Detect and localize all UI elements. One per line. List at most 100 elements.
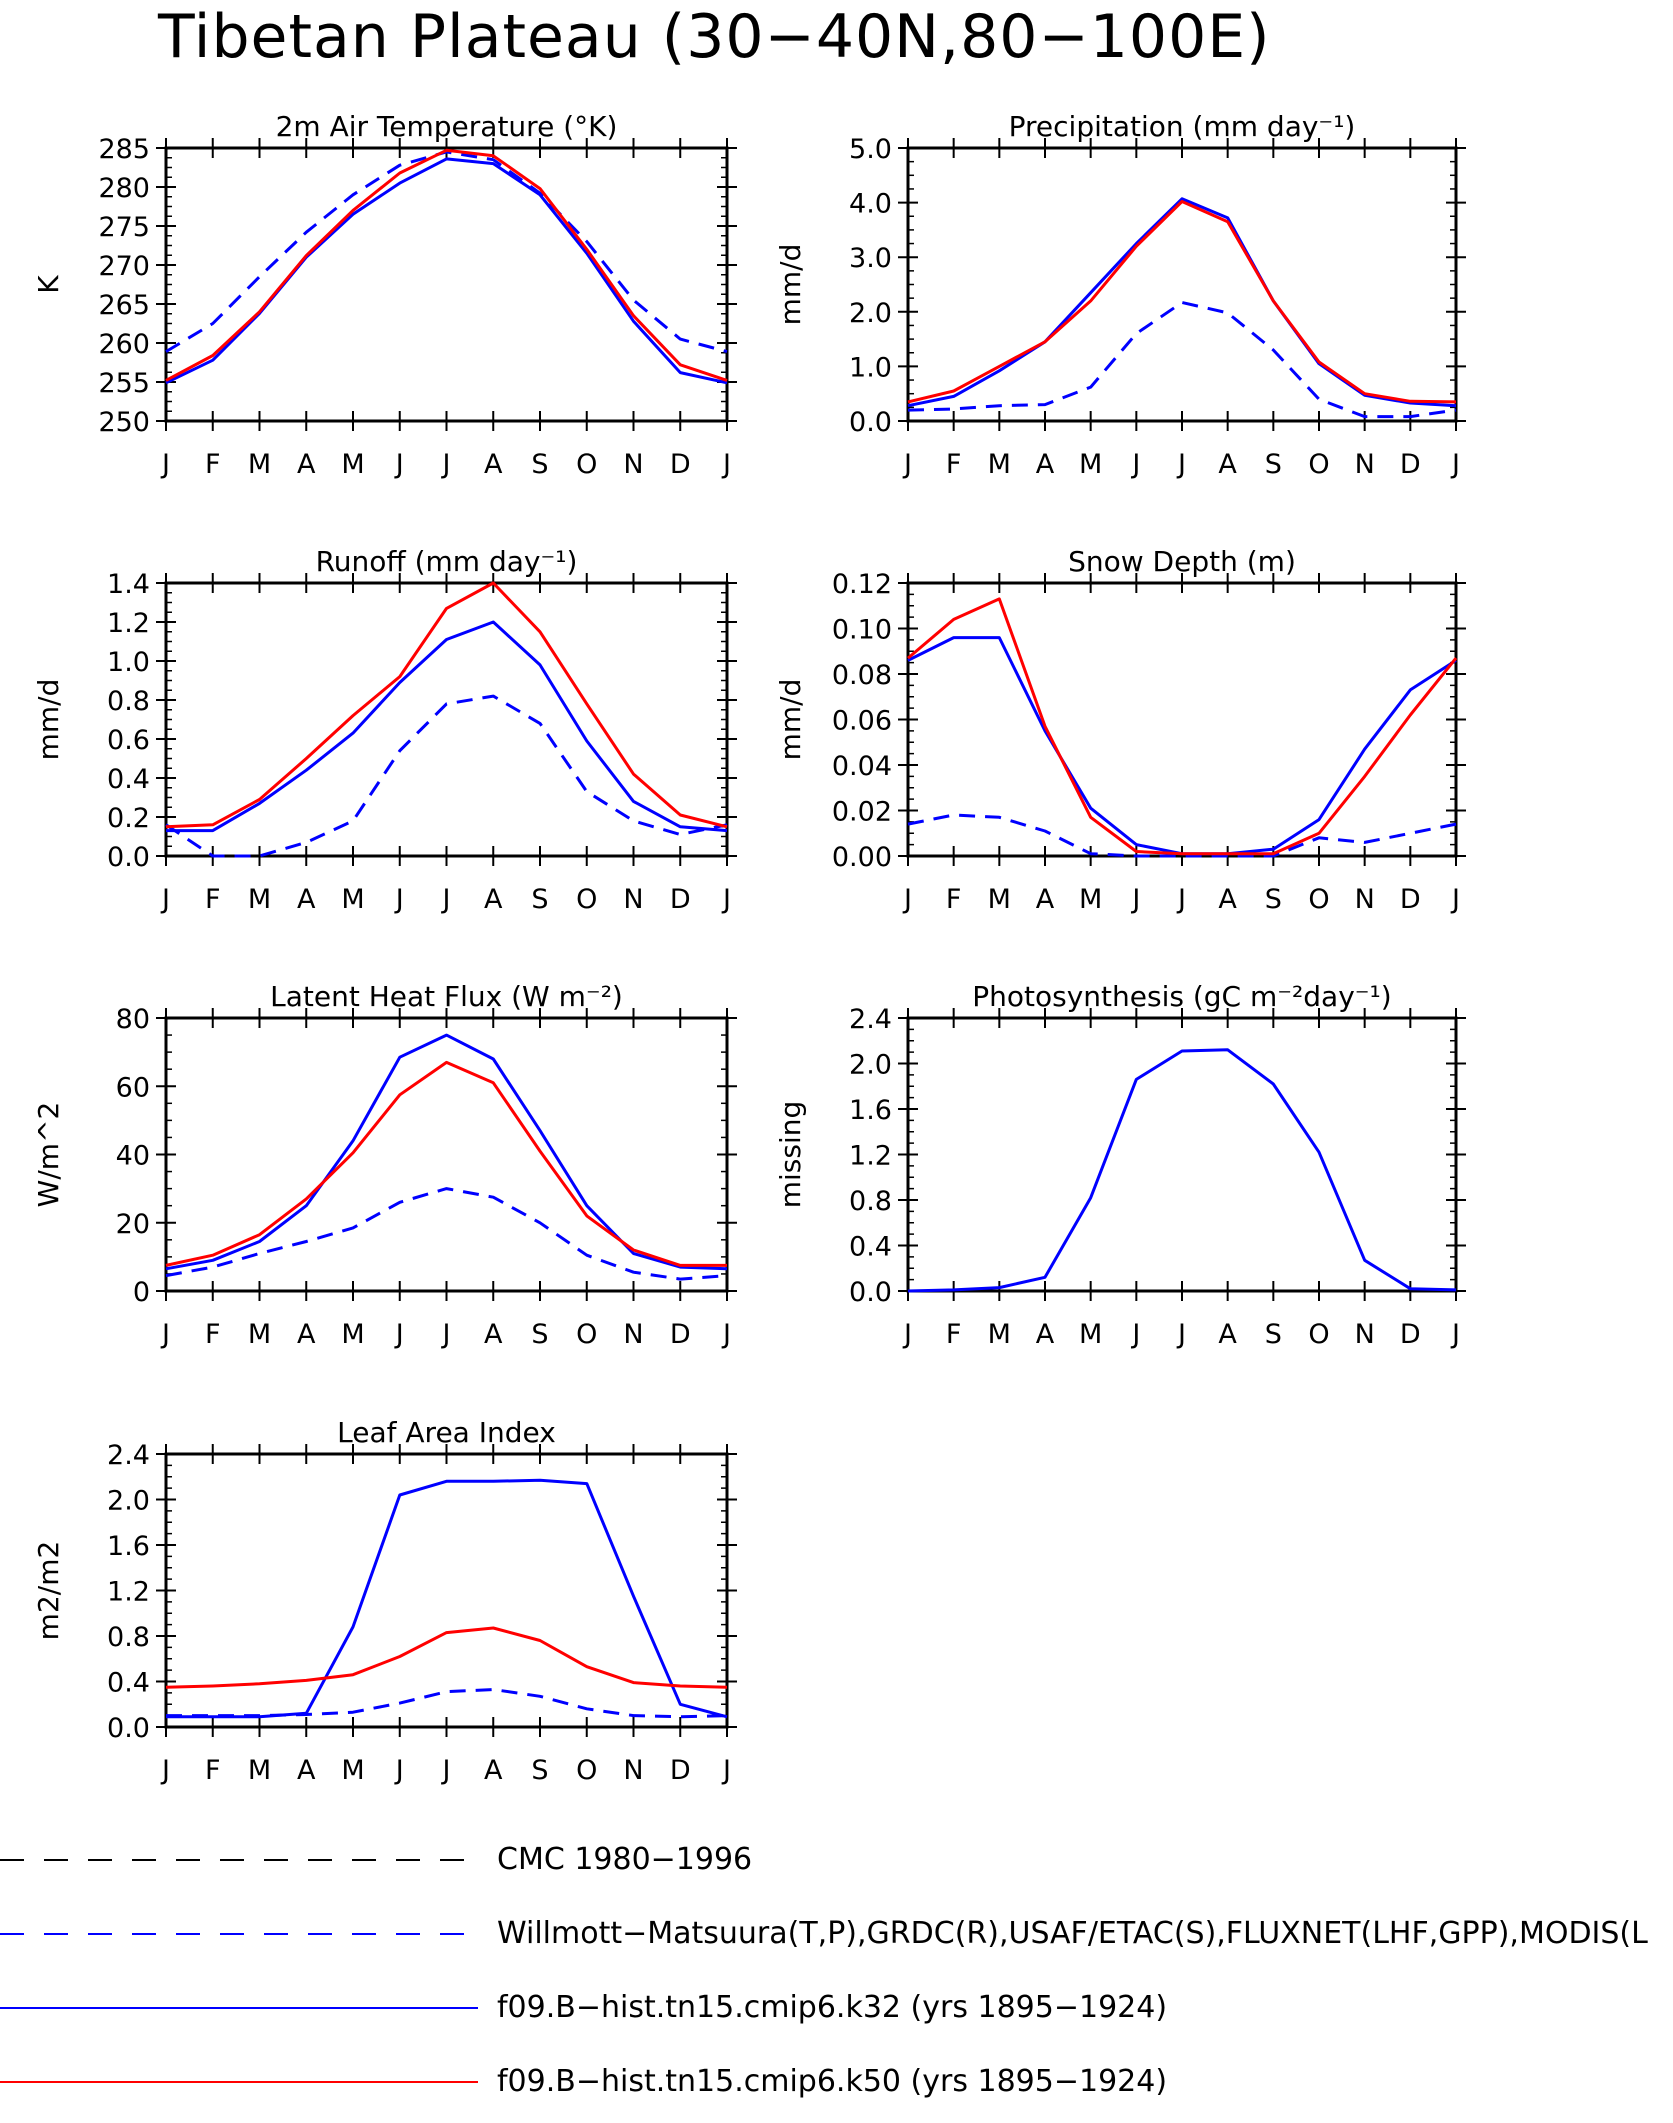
plot-frame xyxy=(906,146,1458,423)
x-tick-label: M xyxy=(1079,1319,1102,1350)
x-tick-label: J xyxy=(394,884,404,915)
x-tick-label: J xyxy=(1130,884,1140,915)
x-tick-label: D xyxy=(1400,1319,1421,1350)
x-tick-label: S xyxy=(1265,884,1282,915)
x-tick-label: O xyxy=(576,884,597,915)
x-tick-label: D xyxy=(1400,449,1421,480)
x-tick-label: S xyxy=(1265,1319,1282,1350)
x-tick-label: N xyxy=(623,449,643,480)
series-line-k32 xyxy=(907,636,1457,856)
y-tick-label: 40 xyxy=(116,1141,150,1172)
chart-panel-2: Runoff (mm day⁻¹) mm/d 0.0 0.2 0.4 0.6 0.8 1.0 1… xyxy=(32,545,737,915)
x-tick-label: A xyxy=(484,449,503,480)
x-tick-label: N xyxy=(623,884,643,915)
x-tick-label: F xyxy=(205,884,221,915)
x-tick-label: N xyxy=(623,1319,643,1350)
x-tick-label: J xyxy=(441,1319,451,1350)
legend-line-k50 xyxy=(0,2081,478,2083)
plot-frame xyxy=(164,1452,729,1729)
y-axis-label: mm/d xyxy=(774,679,807,761)
x-tick-label: J xyxy=(902,884,912,915)
x-tick-label: N xyxy=(1355,1319,1375,1350)
chart-panel-5: Photosynthesis (gC m⁻²day⁻¹) missing 0.0 0.… xyxy=(774,980,1466,1350)
page-title: Tibetan Plateau (30−40N,80−100E) xyxy=(158,2,1271,72)
x-tick-label: N xyxy=(1355,449,1375,480)
x-tick-label: A xyxy=(1218,1319,1237,1350)
y-tick-label: 0.04 xyxy=(832,751,892,782)
series-line-k32 xyxy=(907,197,1457,408)
y-tick-label: 0.0 xyxy=(107,1713,150,1744)
x-tick-label: S xyxy=(1265,449,1282,480)
series-line-k50 xyxy=(907,200,1457,404)
chart-panel-1: Precipitation (mm day⁻¹) mm/d 0.0 1.0 2.0 3.0… xyxy=(774,110,1466,480)
chart-title: Latent Heat Flux (W m⁻²) xyxy=(270,980,623,1013)
y-tick-label: 255 xyxy=(98,368,150,399)
y-tick-label: 285 xyxy=(98,134,150,165)
x-tick-label: O xyxy=(576,449,597,480)
series-line-k32 xyxy=(165,157,728,385)
y-tick-label: 80 xyxy=(116,1004,150,1035)
x-tick-label: J xyxy=(160,884,170,915)
x-tick-label: M xyxy=(988,1319,1011,1350)
y-tick-label: 0.8 xyxy=(849,1186,892,1217)
x-tick-label: F xyxy=(205,449,221,480)
x-tick-label: A xyxy=(1036,1319,1055,1350)
y-tick-label: 0.4 xyxy=(849,1232,892,1263)
y-tick-label: 3.0 xyxy=(849,243,892,274)
y-tick-label: 2.0 xyxy=(849,1050,892,1081)
legend-line-k32 xyxy=(0,2007,478,2009)
y-tick-label: 0 xyxy=(133,1277,150,1308)
legend-item-cmc: CMC 1980−1996 xyxy=(0,1840,1673,1880)
series-line-k50 xyxy=(165,1626,728,1689)
y-axis-label: mm/d xyxy=(32,679,65,761)
x-tick-label: A xyxy=(1036,884,1055,915)
chart-panel-6: Leaf Area Index m2/m2 0.0 0.4 0.8 1.2 1.6 2.0 2.… xyxy=(32,1416,737,1786)
y-tick-label: 0.6 xyxy=(107,725,150,756)
x-tick-label: S xyxy=(531,449,548,480)
x-tick-label: M xyxy=(988,884,1011,915)
chart-title: 2m Air Temperature (°K) xyxy=(276,110,618,143)
y-tick-label: 0.10 xyxy=(832,615,892,646)
series-line-k50 xyxy=(907,597,1458,856)
series-line-k50 xyxy=(165,148,728,382)
legend-item-k32: f09.B−hist.tn15.cmip6.k32 (yrs 1895−1924… xyxy=(0,1988,1673,2028)
x-tick-label: J xyxy=(160,1755,170,1786)
x-tick-label: M xyxy=(248,449,271,480)
y-tick-label: 0.8 xyxy=(107,686,150,717)
plot-frame xyxy=(164,581,729,858)
y-tick-label: 0.12 xyxy=(832,569,892,600)
series-line-obs xyxy=(165,1187,728,1281)
y-axis-label: m2/m2 xyxy=(32,1541,65,1641)
x-tick-label: J xyxy=(160,1319,170,1350)
y-axis-label: missing xyxy=(774,1101,807,1209)
x-tick-label: O xyxy=(1308,1319,1329,1350)
legend-line-cmc xyxy=(0,1859,478,1861)
x-tick-label: S xyxy=(531,1319,548,1350)
y-tick-label: 20 xyxy=(116,1209,150,1240)
x-tick-label: J xyxy=(721,449,731,480)
x-tick-label: A xyxy=(297,1755,316,1786)
x-tick-label: M xyxy=(341,449,364,480)
x-tick-label: A xyxy=(297,884,316,915)
y-tick-label: 0.0 xyxy=(107,842,150,873)
y-tick-label: 0.0 xyxy=(849,407,892,438)
x-tick-label: A xyxy=(297,449,316,480)
legend-label-cmc: CMC 1980−1996 xyxy=(497,1842,753,1877)
x-tick-label: M xyxy=(1079,884,1102,915)
x-tick-label: D xyxy=(1400,884,1421,915)
x-tick-label: J xyxy=(1450,884,1460,915)
x-tick-label: J xyxy=(721,1319,731,1350)
x-tick-label: J xyxy=(394,449,404,480)
y-tick-label: 0.2 xyxy=(107,803,150,834)
series-line-k32 xyxy=(166,620,728,833)
chart-title: Photosynthesis (gC m⁻²day⁻¹) xyxy=(972,980,1391,1013)
plot-frame xyxy=(906,1016,1458,1293)
y-tick-label: 60 xyxy=(116,1072,150,1103)
y-tick-label: 250 xyxy=(98,407,150,438)
x-tick-label: A xyxy=(484,884,503,915)
y-tick-label: 1.0 xyxy=(107,647,150,678)
chart-title: Runoff (mm day⁻¹) xyxy=(316,545,578,578)
x-tick-label: O xyxy=(1308,449,1329,480)
x-tick-label: J xyxy=(1130,1319,1140,1350)
y-tick-label: 1.6 xyxy=(107,1531,150,1562)
